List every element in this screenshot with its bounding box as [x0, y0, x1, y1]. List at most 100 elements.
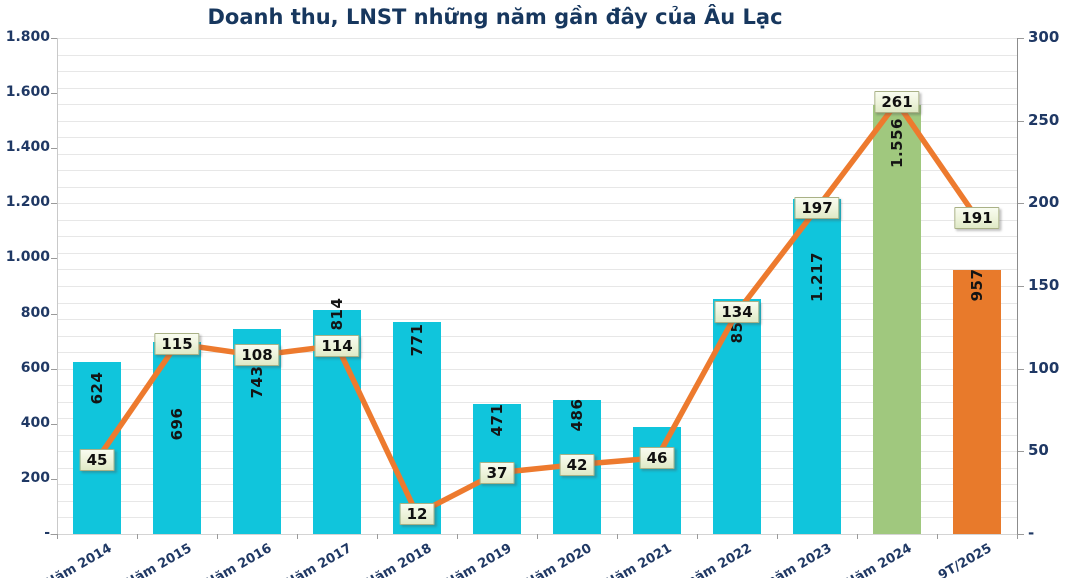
line-value-label-2019: 37	[479, 461, 515, 484]
y-axis-left-tickmark	[51, 148, 57, 150]
gridline	[57, 120, 1017, 122]
gridline	[57, 401, 1017, 403]
y-axis-right-tickmark	[1018, 451, 1024, 453]
y-axis-right-tick-label: 250	[1028, 110, 1060, 129]
gridline	[57, 252, 1017, 254]
y-axis-left-tick-label: 400	[20, 414, 50, 431]
gridline	[57, 104, 1017, 106]
gridline	[57, 269, 1017, 271]
y-axis-left-tickmark	[51, 93, 57, 95]
y-axis-right-tick-label: 50	[1028, 441, 1049, 460]
line-value-label-2016: 108	[234, 344, 280, 367]
line-value-label-92025: 191	[954, 207, 1000, 230]
y-axis-left-tick-label: 1.800	[5, 29, 50, 45]
gridline	[57, 137, 1017, 139]
x-axis-tickmark	[857, 534, 858, 539]
y-axis-left-tick-label: 1.600	[5, 84, 50, 101]
line-value-label-2021: 46	[639, 446, 675, 469]
gridline	[57, 418, 1017, 420]
line-value-label-2023: 197	[794, 197, 840, 220]
gridline	[57, 517, 1017, 519]
gridline	[57, 500, 1017, 502]
y-axis-right-tick-label: -	[1028, 524, 1035, 542]
x-axis-tickmark	[57, 534, 58, 539]
y-axis-right-tickmark	[1018, 38, 1024, 39]
bar-2015	[153, 342, 201, 534]
bar-2021	[633, 426, 681, 534]
y-axis-right-tick-label: 150	[1028, 276, 1060, 294]
x-axis-line	[50, 534, 1017, 535]
line-value-label-2015: 115	[154, 332, 200, 355]
y-axis-right-tickmark	[1018, 120, 1024, 122]
gridline	[57, 186, 1017, 188]
y-axis-right-line	[1017, 38, 1018, 539]
y-axis-right-tickmark	[1018, 203, 1024, 205]
gridline	[57, 385, 1017, 387]
x-axis-tickmark	[697, 534, 698, 539]
x-axis-tickmark	[537, 534, 538, 539]
y-axis-left-tick-label: 1.200	[5, 194, 50, 211]
y-axis-right-tickmark	[1018, 534, 1024, 535]
line-value-label-2024: 261	[874, 91, 920, 114]
x-axis-tickmark	[937, 534, 938, 539]
y-axis-left-tickmark	[51, 534, 57, 535]
gridline	[57, 302, 1017, 304]
bar-2014	[73, 362, 121, 534]
x-axis-tickmark	[1017, 534, 1018, 539]
line-value-label-2014: 45	[79, 448, 115, 471]
gridline	[57, 38, 1017, 39]
y-axis-left-tick-label: 1.400	[5, 139, 50, 156]
gridline	[57, 434, 1017, 436]
gridline	[57, 484, 1017, 486]
x-axis-tickmark	[457, 534, 458, 539]
y-axis-left-tick-label: 600	[20, 359, 50, 376]
x-axis-label-2014: Năm 2014	[42, 541, 115, 578]
x-axis-tickmark	[137, 534, 138, 539]
x-axis-tickmark	[617, 534, 618, 539]
x-axis-tickmark	[777, 534, 778, 539]
gridline	[57, 71, 1017, 73]
y-axis-left-tick-label: 200	[20, 469, 50, 486]
x-axis-tickmark	[377, 534, 378, 539]
line-value-label-2022: 134	[714, 301, 760, 324]
y-axis-left-tickmark	[51, 423, 57, 425]
y-axis-right-tick-label: 200	[1028, 193, 1060, 212]
chart-title: Doanh thu, LNST những năm gần đây của Âu…	[207, 5, 783, 29]
y-axis-right-tickmark	[1018, 368, 1024, 370]
bar-2018	[393, 321, 441, 534]
y-axis-right-tickmark	[1018, 286, 1024, 287]
gridline	[57, 335, 1017, 337]
y-axis-left-tick-label: 800	[20, 304, 50, 321]
y-axis-left-tickmark	[51, 258, 57, 260]
y-axis-left-tickmark	[51, 368, 57, 370]
y-axis-left-tickmark	[51, 203, 57, 205]
gridline	[57, 368, 1017, 370]
x-axis-tickmark	[297, 534, 298, 539]
line-value-label-2018: 12	[399, 503, 435, 526]
gridline	[57, 286, 1017, 287]
gridline	[57, 352, 1017, 354]
y-axis-right-tick-label: 100	[1028, 358, 1060, 377]
y-axis-left-tickmark	[51, 313, 57, 315]
y-axis-left-tick-label: -	[44, 525, 50, 541]
gridline	[57, 153, 1017, 155]
gridline	[57, 54, 1017, 56]
gridline	[57, 203, 1017, 205]
x-axis-tickmark	[217, 534, 218, 539]
line-value-label-2020: 42	[559, 453, 595, 476]
gridline	[57, 87, 1017, 89]
gridline	[57, 170, 1017, 172]
gridline	[57, 219, 1017, 221]
bar-2024	[873, 105, 921, 534]
gridline	[57, 319, 1017, 321]
bar-2023	[793, 198, 841, 534]
gridline	[57, 236, 1017, 238]
line-value-label-2017: 114	[314, 334, 360, 357]
profit-line	[94, 99, 980, 517]
y-axis-left-line	[57, 38, 58, 534]
y-axis-left-tickmark	[51, 38, 57, 39]
y-axis-left-tickmark	[51, 478, 57, 480]
gridline	[57, 451, 1017, 453]
y-axis-left-tick-label: 1.000	[5, 249, 50, 266]
